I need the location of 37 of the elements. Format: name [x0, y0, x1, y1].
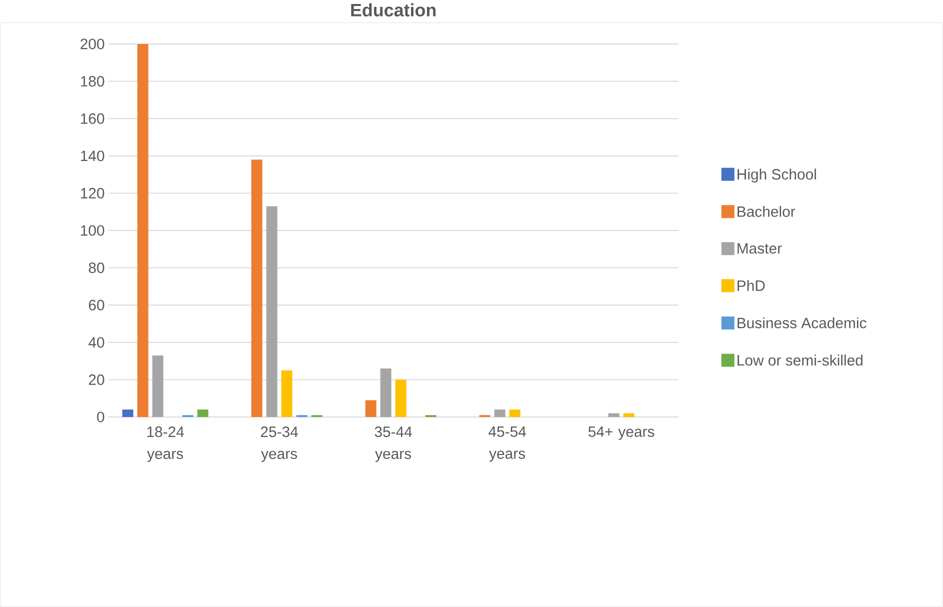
bar — [197, 409, 208, 417]
y-tick-label: 0 — [97, 412, 104, 422]
bar — [152, 355, 164, 417]
bar — [281, 370, 292, 417]
bar — [623, 413, 634, 417]
x-tick-label: 18-24 years — [147, 426, 184, 462]
legend-label: Master — [738, 243, 782, 254]
bar — [122, 409, 134, 417]
legend-label: Low or semi-skilled — [738, 354, 862, 366]
y-tick-label: 100 — [80, 225, 104, 236]
y-tick-label: 80 — [88, 262, 104, 273]
y-tick-label: 200 — [80, 38, 104, 50]
chart-title: Education — [351, 3, 436, 16]
bar — [395, 380, 406, 417]
legend-label: Bachelor — [738, 206, 796, 217]
legend-label: Business Academic — [738, 317, 866, 328]
bar — [608, 413, 620, 417]
y-tick-label: 140 — [80, 150, 104, 162]
legend-label: PhD — [738, 280, 765, 291]
bar — [365, 400, 376, 417]
y-tick-label: 180 — [80, 76, 104, 86]
bar — [266, 206, 278, 417]
y-tick-label: 120 — [80, 188, 104, 198]
x-tick-label: 35-44 years — [374, 426, 412, 462]
bar — [494, 409, 506, 417]
bar — [380, 368, 392, 417]
y-tick-label: 20 — [88, 374, 104, 385]
bar — [509, 409, 520, 417]
y-tick-label: 40 — [88, 336, 104, 348]
y-tick-label: 160 — [80, 113, 104, 124]
bar — [137, 44, 148, 417]
x-tick-label: 54+ years — [588, 426, 654, 440]
bar — [251, 160, 262, 417]
x-tick-label: 25-34 years — [260, 426, 298, 462]
legend-label: High School — [738, 168, 816, 182]
x-tick-label: 45-54 years — [488, 426, 526, 462]
y-tick-label: 60 — [88, 300, 104, 310]
